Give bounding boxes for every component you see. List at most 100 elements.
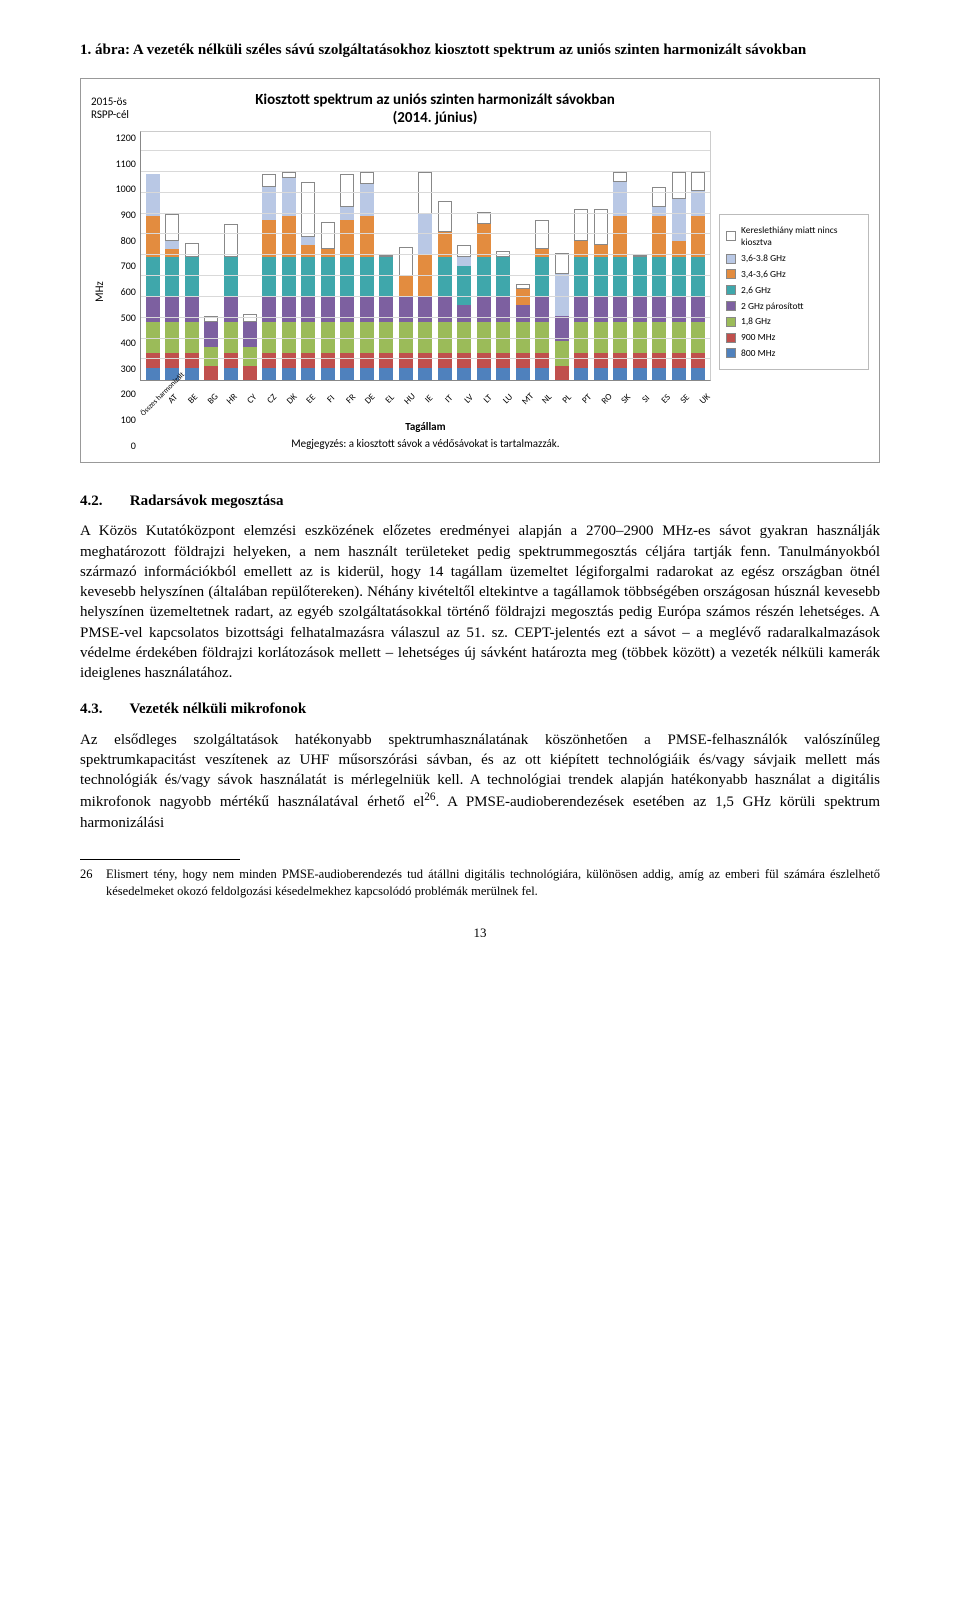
x-label: EL [381,390,399,408]
x-axis-labels: Összes harmonizáltATBEBGHRCYCZDKEEFIFRDE… [140,384,711,396]
y-tick: 900 [110,208,136,222]
bar-HU [399,247,413,380]
legend-label: 800 MHz [741,347,775,360]
y-axis-label: MHz [91,131,110,452]
legend-item: 2 GHz párosított [726,300,862,313]
legend-item: 2,6 GHz [726,284,862,297]
x-label: PL [558,390,576,408]
y-tick: 700 [110,259,136,273]
footnote-num: 26 [80,866,106,900]
legend-label: 900 MHz [741,331,775,344]
rspp-line1: 2015-ös [91,95,127,108]
bar-ES [652,187,666,381]
bar-LV [457,245,471,380]
x-label: IE [420,390,438,408]
x-label: CY [243,390,261,408]
x-label: ES [657,390,675,408]
x-label: FR [342,390,360,408]
legend-item: 3,6-3.8 GHz [726,252,862,265]
legend-label: 3,6-3.8 GHz [741,252,786,265]
y-tick: 100 [110,413,136,427]
bar-PT [574,209,588,380]
x-label: CZ [263,390,281,408]
y-tick: 1000 [110,182,136,196]
bar-LU [496,251,510,380]
page-number: 13 [80,924,880,942]
bar-UK [691,172,705,380]
y-tick: 800 [110,234,136,248]
section-42-num: 4.2. [80,491,126,511]
bar-CY [243,314,257,381]
x-label: NL [539,390,557,408]
footnote-26: 26 Elismert tény, hogy nem minden PMSE-a… [80,866,880,900]
bar-BE [185,243,199,380]
x-label: SI [637,390,655,408]
x-label: LU [499,390,517,408]
bar-IE [418,172,432,380]
x-label: DE [361,390,379,408]
x-label: RO [598,390,616,408]
x-label: MT [519,390,537,408]
x-label: LV [460,390,478,408]
section-43-num: 4.3. [80,699,126,719]
bars-row [141,132,710,380]
x-label: FI [322,390,340,408]
bar-AT [165,214,179,381]
legend-item: 900 MHz [726,331,862,344]
x-label: SE [676,390,694,408]
section-43-body: Az elsődleges szolgáltatások hatékonyabb… [80,730,880,833]
x-label: BG [204,390,222,408]
x-label: HU [401,390,419,408]
x-label: HR [224,390,242,408]
bar-SE [672,172,686,380]
y-tick: 300 [110,362,136,376]
legend-label: 2 GHz párosított [741,300,804,313]
legend-item: 3,4-3,6 GHz [726,268,862,281]
footnote-separator [80,859,240,860]
bar-MT [516,284,530,380]
chart-note: Megjegyzés: a kiosztott sávok a védősávo… [140,437,711,452]
section-42-body: A Közös Kutatóközpont elemzési eszközéne… [80,521,880,683]
x-label: UK [696,390,714,408]
chart-title-line1: Kiosztott spektrum az uniós szinten harm… [255,91,615,109]
footnote-text: Elismert tény, hogy nem minden PMSE-audi… [106,866,880,900]
bar-FR [340,174,354,380]
section-42-heading: 4.2. Radarsávok megosztása [80,491,880,511]
legend-label: Kereslethiány miatt nincs kiosztva [741,224,862,250]
chart-header: 2015-ös RSPP-cél Kiosztott spektrum az u… [91,91,869,127]
bar-EL [379,255,393,380]
bar-DE [360,172,374,380]
x-label: BE [184,390,202,408]
x-label: LT [479,390,497,408]
bar-SI [633,255,647,380]
bar-BG [204,316,218,381]
x-label: EE [302,390,320,408]
x-label: PT [578,390,596,408]
chart-title: Kiosztott spektrum az uniós szinten harm… [151,91,719,127]
x-label: SK [617,390,635,408]
bar-Összes harmonizált [146,174,160,380]
bar-SK [613,172,627,380]
y-axis-ticks: 1200110010009008007006005004003002001000 [110,131,140,452]
x-label: DK [283,390,301,408]
legend-item: 1,8 GHz [726,315,862,328]
rspp-target-label: 2015-ös RSPP-cél [91,91,151,127]
x-axis-title: Tagállam [140,420,711,435]
bar-IT [438,201,452,380]
y-tick: 200 [110,387,136,401]
bar-RO [594,209,608,380]
legend-item: Kereslethiány miatt nincs kiosztva [726,224,862,250]
legend-label: 2,6 GHz [741,284,771,297]
section-42-title: Radarsávok megosztása [130,493,284,509]
y-tick: 400 [110,336,136,350]
section-43-heading: 4.3. Vezeték nélküli mikrofonok [80,699,880,719]
legend-label: 1,8 GHz [741,315,771,328]
y-tick: 1200 [110,131,136,145]
y-tick: 500 [110,311,136,325]
footnote-ref-26: 26 [424,791,435,803]
y-tick: 600 [110,285,136,299]
bar-FI [321,222,335,380]
section-43-title: Vezeték nélküli mikrofonok [129,701,306,717]
plot-area [140,131,711,381]
chart-title-line2: (2014. június) [393,109,478,127]
